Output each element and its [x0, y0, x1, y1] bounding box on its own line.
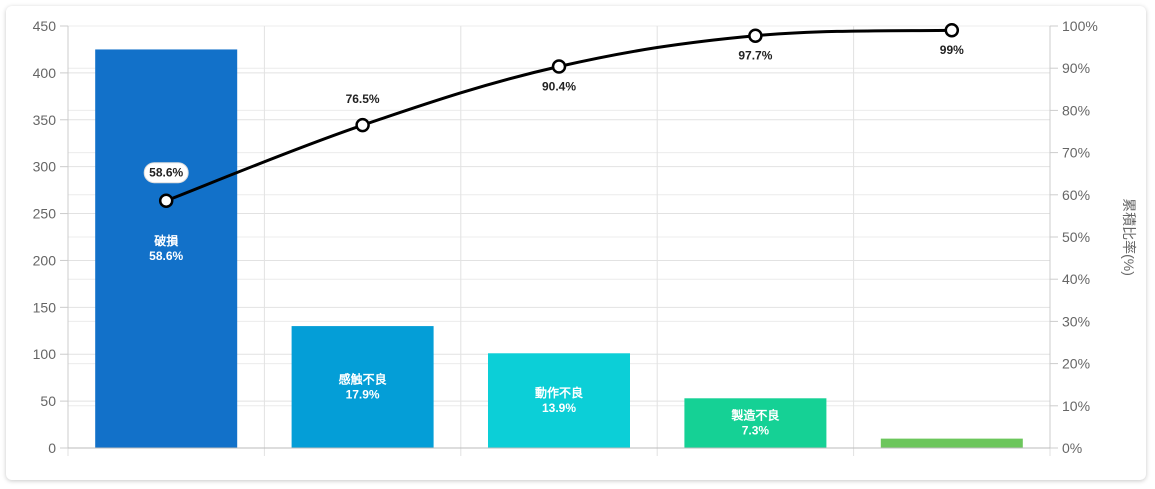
right-tick-label: 60% — [1062, 187, 1090, 203]
bar — [488, 353, 630, 448]
left-tick-label: 300 — [33, 159, 57, 175]
left-tick-label: 0 — [48, 440, 56, 456]
line-point — [944, 22, 960, 38]
right-tick-label: 50% — [1062, 229, 1090, 245]
right-tick-label: 30% — [1062, 313, 1090, 329]
bar — [95, 49, 238, 448]
bar-data-label: 13.9% — [542, 401, 576, 415]
bar-data-label: 感触不良 — [339, 372, 387, 387]
left-tick-label: 350 — [33, 112, 57, 128]
right-tick-label: 80% — [1062, 102, 1090, 118]
right-axis-title: 累積比率(%) — [1121, 198, 1137, 276]
line-data-label: 90.4% — [542, 80, 576, 94]
cumulative-line-series — [158, 22, 960, 208]
bar-data-label: 58.6% — [149, 249, 183, 263]
line-label-badge — [143, 162, 189, 184]
line-data-label: 76.5% — [346, 92, 380, 106]
line-data-label: 97.7% — [738, 49, 772, 63]
right-tick-label: 10% — [1062, 398, 1090, 414]
axes: 0 50 100 150 200 250 300 350 400 450 0% 10% 20% 30% 40… — [33, 18, 1137, 456]
bar-data-label: 17.9% — [346, 388, 380, 402]
left-tick-label: 250 — [33, 206, 57, 222]
line-point — [748, 28, 763, 43]
line-data-label: 58.6% — [149, 166, 183, 180]
left-tick-label: 400 — [33, 65, 57, 81]
right-tick-label: 0% — [1062, 440, 1082, 456]
line-point — [158, 193, 174, 208]
bar — [684, 398, 827, 448]
bar-data-label: 動作不良 — [535, 385, 583, 400]
bar-data-label: 製造不良 — [730, 408, 779, 423]
bar-data-label: 破損 — [154, 233, 179, 248]
bar — [880, 438, 1023, 448]
right-tick-label: 100% — [1062, 18, 1098, 34]
left-tick-label: 450 — [33, 18, 57, 34]
right-tick-label: 20% — [1062, 356, 1090, 372]
bar-data-label: 7.3% — [742, 424, 770, 438]
line-point — [551, 59, 567, 74]
cumulative-line — [165, 28, 952, 203]
bar-series — [95, 49, 1023, 448]
left-tick-label: 200 — [33, 252, 57, 268]
line-data-label: 99% — [940, 43, 964, 57]
left-tick-label: 150 — [33, 299, 57, 315]
right-tick-label: 70% — [1062, 145, 1090, 161]
right-tick-label: 90% — [1062, 60, 1090, 76]
left-tick-label: 50 — [40, 393, 56, 409]
right-tick-label: 40% — [1062, 271, 1090, 287]
left-tick-label: 100 — [33, 346, 57, 362]
bar — [291, 326, 434, 448]
line-point — [355, 117, 370, 133]
